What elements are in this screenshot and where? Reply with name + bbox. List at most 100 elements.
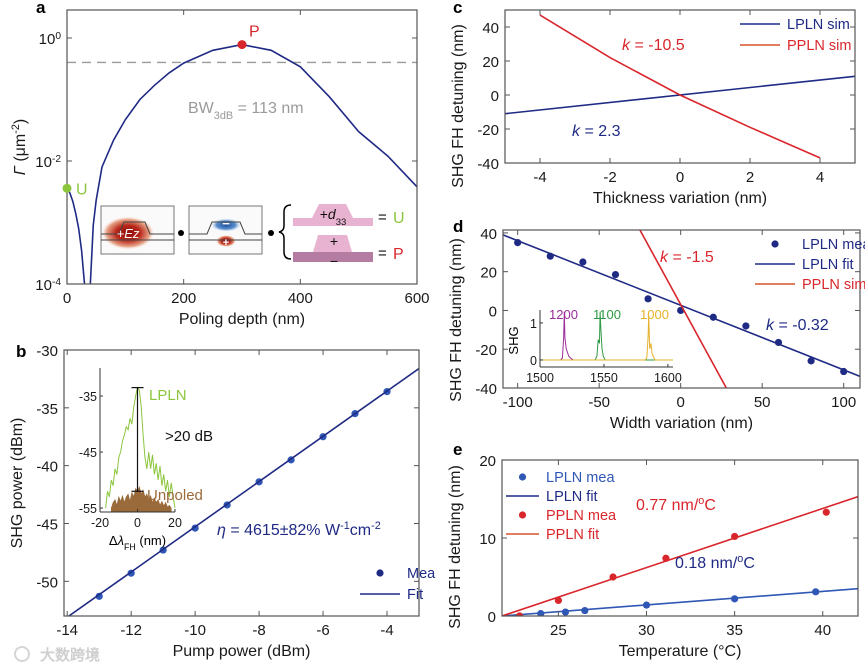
y-tick-label: 0 — [488, 609, 496, 626]
x-axis-label: Width variation (nm) — [610, 415, 753, 432]
inset-y-axis-label: SHG — [506, 326, 521, 354]
plus-sign: + — [223, 237, 229, 249]
panel-b: b -14 -12 -10 -8 -6 -4 -30 -35 -40 -45 -50 Pump powe… — [9, 342, 436, 660]
legend-label: LPLN fit — [546, 489, 598, 505]
y-tick-label: -20 — [475, 342, 497, 359]
x-tick-label: -6 — [316, 622, 329, 639]
marker-label-u: U — [76, 181, 88, 198]
brace-icon — [278, 204, 292, 260]
x-tick-label: -14 — [56, 622, 78, 639]
data-point-lpln-mea — [644, 295, 652, 303]
legend-marker — [376, 569, 384, 577]
y-tick-label: 0 — [491, 88, 499, 105]
series-line-lpln — [105, 386, 176, 509]
equals-sign: = — [378, 245, 387, 262]
annotation: 0.18 nm/oC — [675, 553, 755, 572]
y-tick-label: 40 — [482, 20, 499, 37]
y-tick-label: -40 — [36, 459, 58, 476]
inset-x-tick-label: 20 — [168, 516, 182, 530]
panel-e: e 25 30 35 40 0 10 20 Temperature (°C) SHG FH det… — [447, 440, 859, 660]
uniform-layer — [293, 204, 373, 226]
series-line-1000 — [540, 315, 673, 361]
inset-x-tick-label: 0 — [134, 516, 141, 530]
minus-sign: − — [330, 253, 338, 269]
waveguide-outline — [101, 221, 174, 241]
marker-u — [62, 183, 72, 193]
y-tick-label: -20 — [477, 122, 499, 139]
series-line-- — [67, 43, 417, 284]
y-tick-label: -45 — [36, 516, 58, 533]
axes-box — [502, 229, 861, 389]
y-tick-label: 20 — [479, 453, 496, 470]
inset-label: LPLN — [149, 387, 187, 404]
data-point-ppln-mea — [516, 612, 524, 616]
data-point-ppln-mea — [554, 596, 562, 605]
d33-label: +d33 — [320, 206, 347, 228]
y-tick-label: -35 — [36, 401, 58, 418]
positive-lobe — [216, 235, 236, 247]
x-tick-label: -4 — [533, 169, 546, 186]
plot-area — [67, 367, 419, 616]
y-axis-label: Γ (μm-2) — [10, 119, 29, 175]
data-point-lpln-mea — [611, 270, 620, 279]
y-axis-label: SHG power (dBm) — [9, 418, 26, 549]
annotation: k = -0.32 — [766, 317, 829, 334]
x-tick-label: 400 — [288, 290, 313, 307]
inset-y-tick-label: -55 — [79, 502, 97, 516]
plot-area — [503, 230, 860, 388]
watermark-icon — [14, 646, 30, 662]
x-tick-label: -2 — [603, 169, 616, 186]
series-line-ppln-fit — [502, 495, 858, 616]
panel-d: d -100 -50 0 50 100 -40 -20 0 20 40 Width variation… — [448, 217, 865, 432]
annotation: k = -10.5 — [622, 37, 685, 54]
series-line-lpln-fit — [502, 587, 858, 616]
x-tick-label: -12 — [120, 622, 142, 639]
y-axis-label: SHG FH detuning (nm) — [450, 24, 467, 188]
x-tick-label: 200 — [171, 290, 196, 307]
poled-bottom-layer — [293, 252, 373, 262]
legend-marker — [771, 240, 779, 248]
x-tick-label: -50 — [588, 394, 610, 411]
x-tick-label: -100 — [503, 394, 533, 411]
annotation: η = 4615±82% W-1cm-2 — [217, 520, 381, 539]
panel-letter: a — [36, 0, 46, 17]
annotation: BW3dB = 113 nm — [188, 100, 304, 122]
x-axis-label: Poling depth (nm) — [179, 311, 305, 328]
y-axis-label: SHG FH detuning (nm) — [447, 465, 464, 629]
legend-marker — [518, 473, 527, 481]
y-tick-label: 40 — [480, 226, 497, 243]
x-tick-label: 0 — [676, 169, 684, 186]
dot-product-icon — [268, 230, 274, 236]
x-tick-label: 600 — [404, 290, 429, 307]
waveguide-outline — [189, 221, 262, 241]
x-tick-label: -8 — [252, 622, 265, 639]
minus-sign: − — [222, 216, 230, 231]
x-tick-label: 4 — [816, 169, 824, 186]
inset-label: >20 dB — [165, 428, 213, 445]
inset-y-tick-label: -45 — [79, 446, 97, 460]
panel-letter: c — [453, 0, 462, 17]
panel-a: a 0 200 400 600 10-4 10-2 100 Poling depth (nm) Γ… — [10, 0, 430, 328]
y-tick-label: 10-2 — [35, 153, 61, 171]
x-tick-label: 50 — [754, 394, 771, 411]
inset-x-tick-label: -20 — [91, 516, 109, 530]
marker-p — [237, 40, 247, 50]
plus-sign: + — [330, 233, 338, 249]
panel-letter: b — [16, 342, 26, 361]
legend-label: PPLN fit — [546, 527, 599, 543]
x-tick-label: -4 — [380, 622, 393, 639]
y-tick-label: -40 — [477, 156, 499, 173]
y-tick-label: -40 — [475, 381, 497, 398]
panel-letter: d — [453, 217, 463, 236]
inset-x-tick-label: 1500 — [526, 371, 554, 385]
x-tick-label: 2 — [746, 169, 754, 186]
result-u: U — [393, 210, 405, 227]
equals-sign: = — [378, 209, 387, 226]
inset-label: 1200 — [549, 307, 578, 322]
inset-x-tick-label: 1600 — [654, 371, 682, 385]
x-tick-label: 25 — [550, 622, 567, 639]
series-line-1100 — [540, 311, 673, 361]
